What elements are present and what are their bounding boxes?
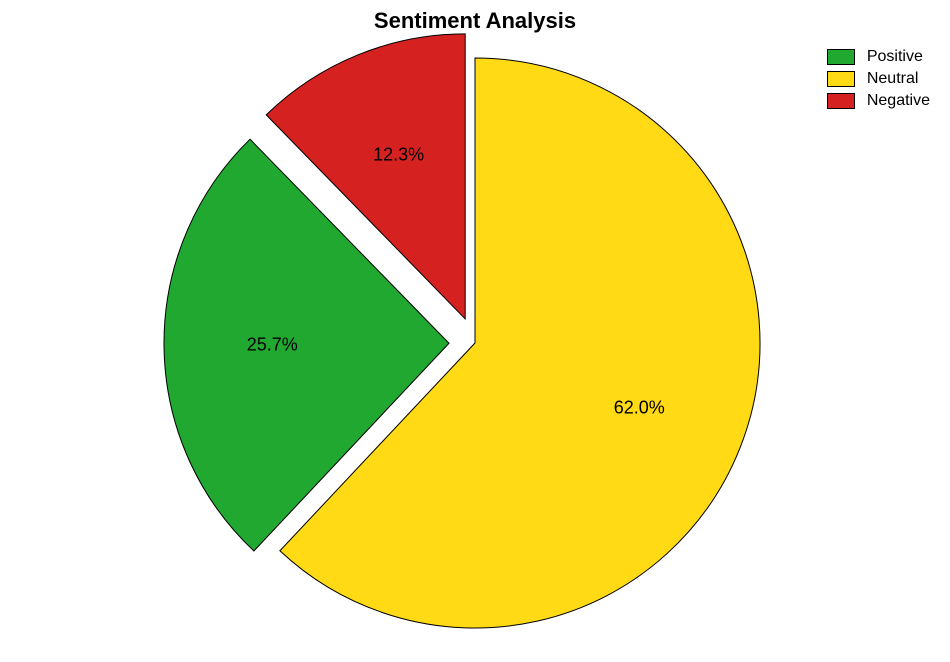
slice-label-positive: 25.7% (247, 334, 298, 355)
legend-swatch-neutral (827, 71, 855, 87)
legend-label-negative: Negative (867, 92, 930, 110)
legend-item-negative: Negative (827, 92, 930, 110)
legend-label-positive: Positive (867, 48, 923, 66)
sentiment-pie-chart: Sentiment Analysis PositiveNeutralNegati… (0, 0, 950, 662)
legend-swatch-positive (827, 49, 855, 65)
slice-label-neutral: 62.0% (614, 398, 665, 419)
legend-item-positive: Positive (827, 48, 930, 66)
legend-item-neutral: Neutral (827, 70, 930, 88)
legend: Positive Neutral Negative (827, 48, 930, 114)
slice-label-negative: 12.3% (373, 145, 424, 166)
legend-label-neutral: Neutral (867, 70, 919, 88)
legend-swatch-negative (827, 93, 855, 109)
